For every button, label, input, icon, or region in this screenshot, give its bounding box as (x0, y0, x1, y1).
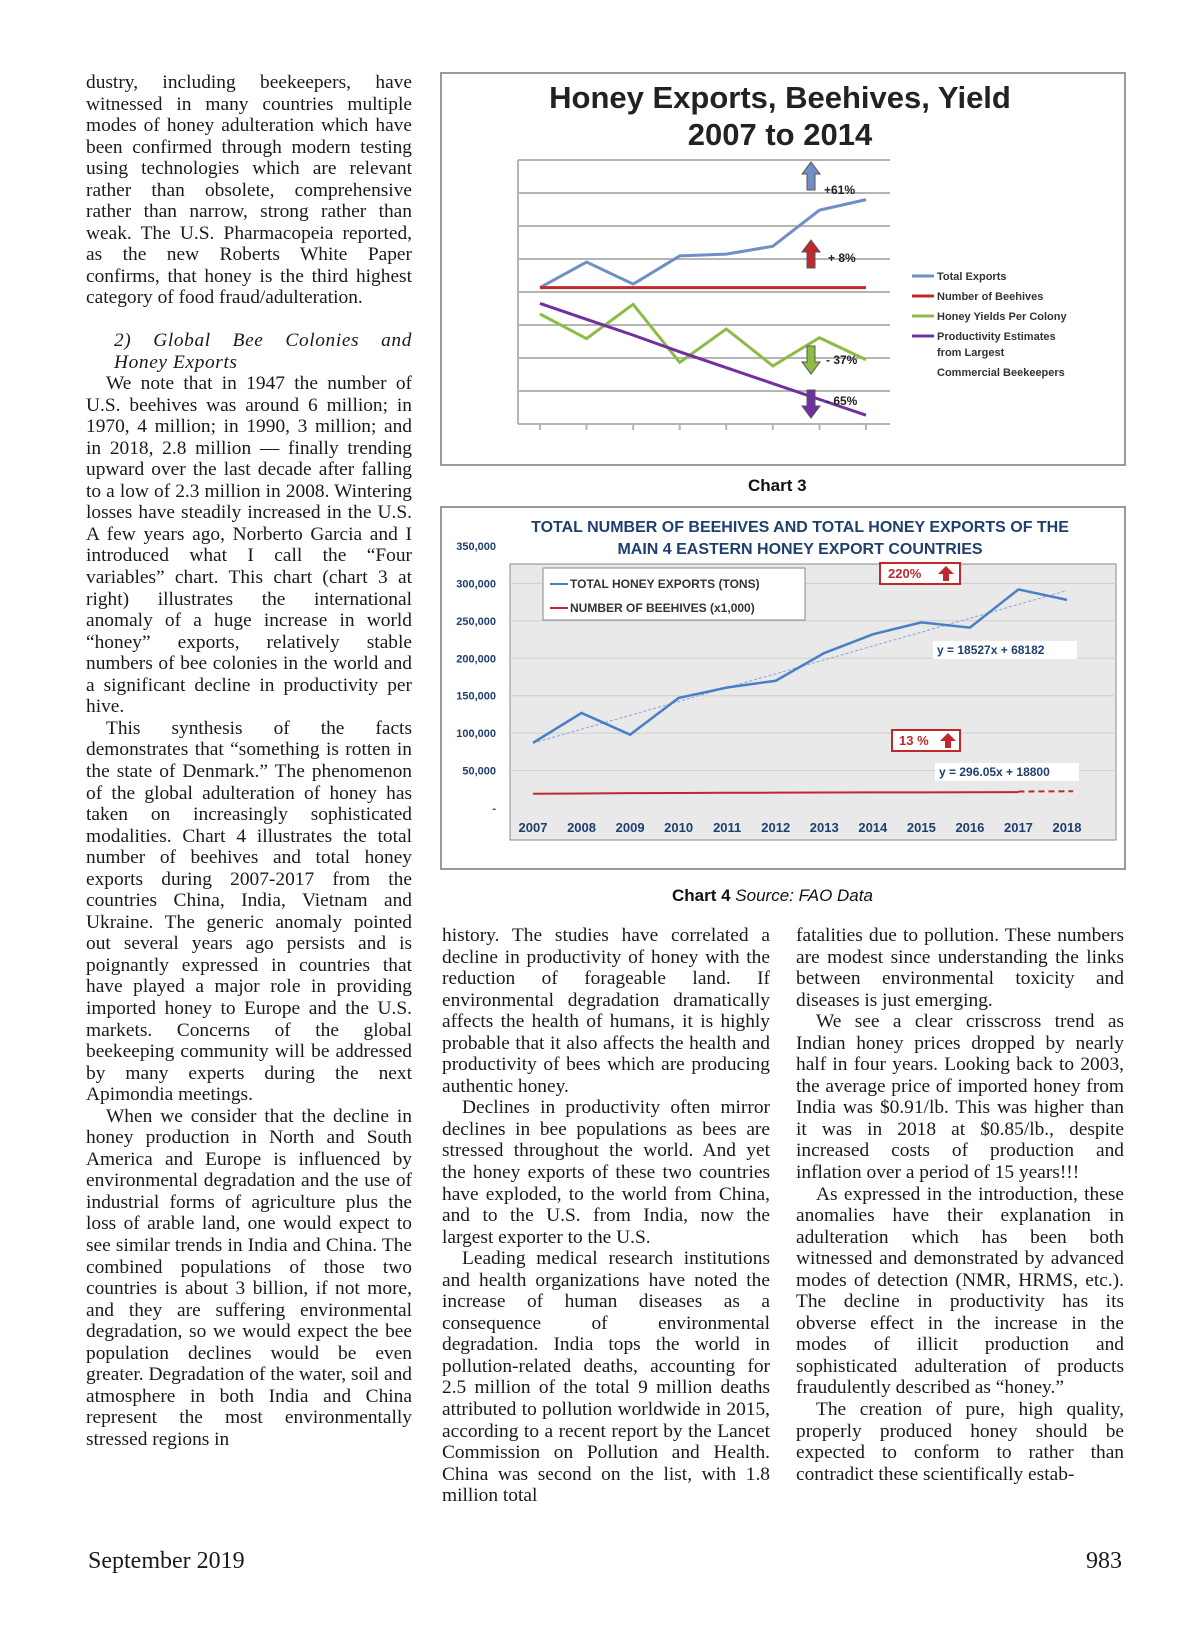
legend-label: TOTAL HONEY EXPORTS (TONS) (570, 577, 760, 591)
chart-4-caption: Chart 4 Source: FAO Data (672, 886, 873, 906)
y-tick-label: 50,000 (462, 766, 496, 778)
x-tick-label: 2007 (519, 820, 548, 835)
y-tick-label: 300,000 (456, 578, 496, 590)
x-tick-label: 2008 (567, 820, 596, 835)
paragraph: The creation of pure, high quality, prop… (796, 1399, 1124, 1485)
chart-3-caption: Chart 3 (748, 476, 807, 495)
y-tick-label: 150,000 (456, 691, 496, 703)
page-number: 983 (1086, 1548, 1122, 1574)
callout-label: 220% (888, 566, 922, 581)
chart-4-caption-label: Chart 4 (672, 886, 731, 905)
x-tick-label: 2014 (858, 820, 888, 835)
chart-frame (440, 72, 1126, 466)
y-tick-label: 100,000 (456, 728, 496, 740)
section-heading-line: Honey Exports (114, 351, 238, 373)
legend-label: NUMBER OF BEEHIVES (x1,000) (570, 601, 755, 615)
footer-date: September 2019 (88, 1548, 245, 1574)
chart-title-line: TOTAL NUMBER OF BEEHIVES AND TOTAL HONEY… (531, 519, 1069, 536)
y-tick-label: 200,000 (456, 653, 496, 665)
equation-bg (933, 641, 1077, 659)
y-tick-label: 350,000 (456, 541, 496, 553)
section-heading: 2) Global Bee Colonies and Honey Exports (86, 330, 412, 373)
series-line (539, 198, 867, 289)
paragraph: dustry, including beekeepers, have witne… (86, 72, 412, 309)
legend-label: from Largest (937, 347, 1005, 359)
paragraph: We see a clear crisscross trend as India… (796, 1011, 1124, 1184)
paragraph: This synthesis of the facts demonstrates… (86, 717, 412, 1106)
down-arrow-icon (801, 389, 821, 419)
paragraph: When we consider that the decline in hon… (86, 1105, 412, 1450)
trendline-equation: y = 18527x + 68182 (937, 643, 1045, 657)
x-tick-label: 2017 (1004, 820, 1033, 835)
x-tick-label: 2015 (907, 820, 936, 835)
legend-label: Honey Yields Per Colony (937, 311, 1067, 323)
paragraph: Leading medical research institutions an… (442, 1248, 770, 1507)
text-column-1: dustry, including beekeepers, have witne… (86, 72, 412, 1450)
series-line (532, 791, 1019, 795)
annotation-label: + 8% (828, 251, 856, 265)
y-tick-label: 250,000 (456, 616, 496, 628)
x-tick-label: 2010 (664, 820, 693, 835)
down-arrow-icon (801, 161, 821, 191)
y-tick-label: - (492, 803, 496, 815)
annotation-label: - 37% (826, 353, 858, 367)
legend-label: Commercial Beekeepers (937, 367, 1065, 379)
legend-label: Productivity Estimates (937, 331, 1056, 343)
chart-3: Honey Exports, Beehives, Yield 2007 to 2… (440, 72, 1126, 466)
x-tick-label: 2016 (955, 820, 984, 835)
callout-box (879, 562, 961, 585)
callout-label: 13 % (899, 733, 929, 748)
callout-box (891, 729, 961, 752)
annotation-label: +61% (824, 183, 855, 197)
x-tick-label: 2018 (1053, 820, 1082, 835)
legend-label: Number of Beehives (937, 291, 1043, 303)
chart-4: TOTAL NUMBER OF BEEHIVES AND TOTAL HONEY… (440, 506, 1126, 870)
chart-title: Honey Exports, Beehives, Yield (549, 80, 1011, 115)
x-tick-label: 2011 (713, 820, 741, 835)
text-column-2: history. The studies have correlated a d… (442, 925, 770, 1507)
paragraph: fatalities due to pollution. These numbe… (796, 925, 1124, 1011)
section-heading-line: 2) Global Bee Colonies and (114, 330, 412, 352)
trendline-equation: y = 296.05x + 18800 (939, 765, 1050, 779)
paragraph: We note that in 1947 the number of U.S. … (86, 373, 412, 718)
down-arrow-icon (801, 239, 821, 269)
series-line (539, 302, 867, 368)
paragraph: As expressed in the introduction, these … (796, 1183, 1124, 1399)
equation-bg (935, 763, 1079, 781)
x-tick-label: 2012 (761, 820, 790, 835)
legend-label: Total Exports (937, 271, 1006, 283)
x-tick-label: 2009 (616, 820, 645, 835)
series-line (532, 588, 1068, 744)
paragraph: history. The studies have correlated a d… (442, 925, 770, 1097)
paragraph: Declines in productivity often mirror de… (442, 1097, 770, 1248)
annotation-label: - 65% (826, 394, 858, 408)
up-arrow-icon (938, 566, 954, 581)
legend-box (542, 567, 806, 621)
text-column-3: fatalities due to pollution. These numbe… (796, 925, 1124, 1485)
down-arrow-icon (801, 345, 821, 375)
up-arrow-icon (940, 733, 956, 748)
chart-subtitle: 2007 to 2014 (688, 117, 873, 152)
chart-4-caption-source: Source: FAO Data (730, 886, 873, 905)
chart-title-line: MAIN 4 EASTERN HONEY EXPORT COUNTRIES (617, 541, 982, 558)
x-tick-label: 2013 (810, 820, 839, 835)
